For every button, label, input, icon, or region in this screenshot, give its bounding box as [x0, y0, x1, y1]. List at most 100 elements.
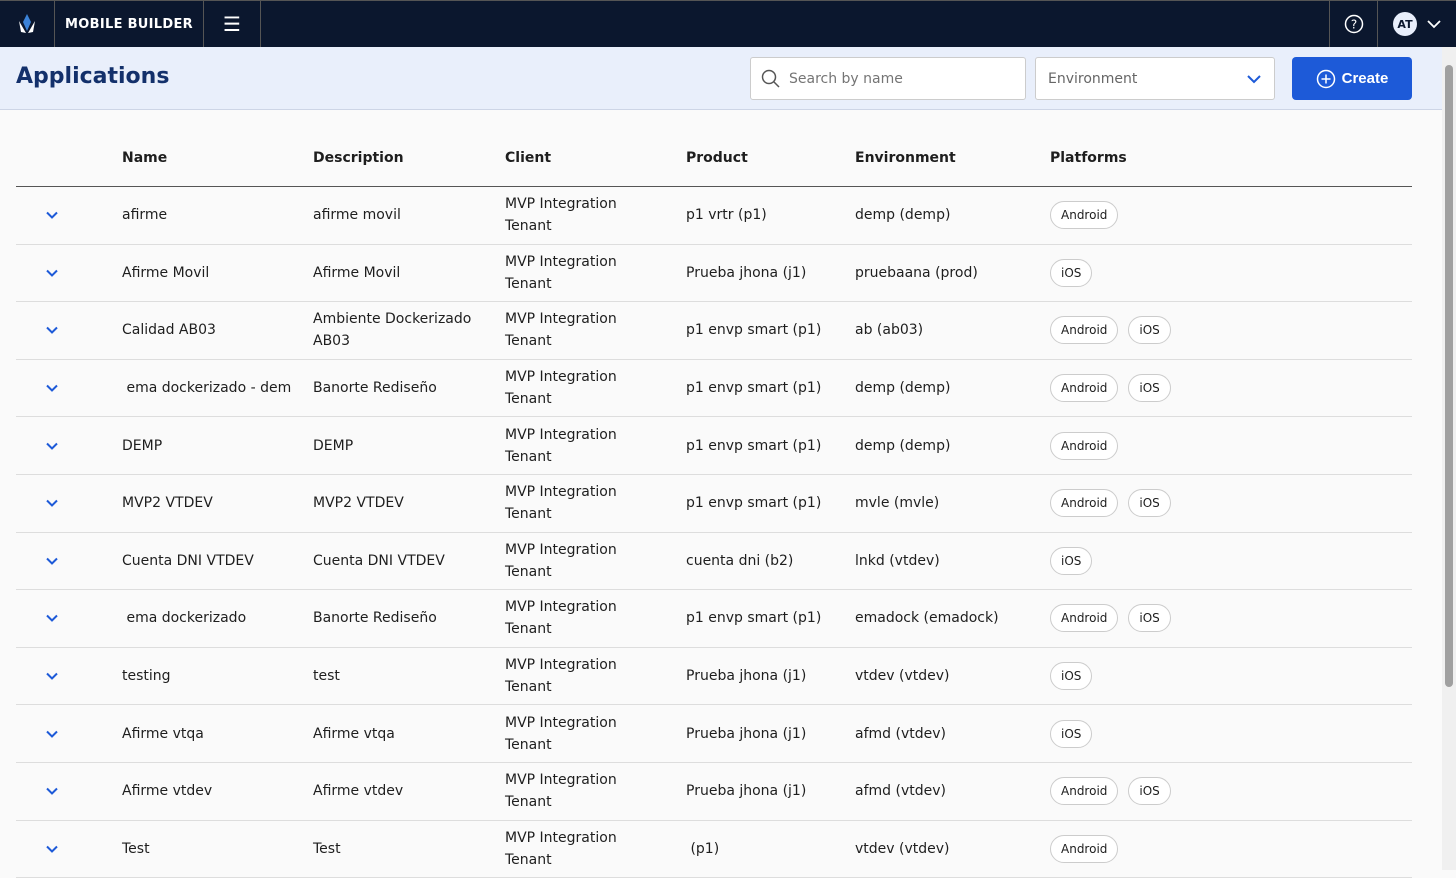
applications-table: Name Description Client Product Environm… — [16, 130, 1412, 878]
expand-chevron-icon[interactable] — [46, 838, 58, 860]
page-header: Applications Environment Create — [0, 47, 1442, 110]
cell-environment: emadock (emadock) — [855, 610, 999, 627]
platform-badge: iOS — [1050, 719, 1093, 748]
cell-name: ema dockerizado — [122, 610, 247, 627]
cell-name: Afirme Movil — [122, 264, 210, 281]
cell-name: Test — [122, 840, 150, 857]
table-row[interactable]: Afirme vtqa Afirme vtqa MVP Integration Te… — [16, 705, 1412, 763]
cell-client: MVP Integration Tenant — [505, 657, 622, 696]
cell-client: MVP Integration Tenant — [505, 599, 622, 638]
table-header: Name Description Client Product Environm… — [16, 130, 1412, 187]
page-title: Applications — [16, 64, 170, 89]
cell-client: MVP Integration Tenant — [505, 541, 622, 580]
cell-environment: afmd (vtdev) — [855, 783, 946, 800]
cell-client: MVP Integration Tenant — [505, 426, 622, 465]
cell-platforms: iOS — [1050, 546, 1093, 575]
platform-badge: Android — [1050, 374, 1119, 403]
platform-badge: iOS — [1128, 316, 1171, 345]
cell-name: ema dockerizado - dem — [122, 380, 292, 397]
cell-environment: ab (ab03) — [855, 322, 924, 339]
platform-badge: iOS — [1128, 777, 1171, 806]
cell-client: MVP Integration Tenant — [505, 311, 622, 350]
cell-platforms: Android — [1050, 201, 1119, 230]
expand-chevron-icon[interactable] — [46, 319, 58, 341]
svg-text:?: ? — [1350, 18, 1356, 32]
table-row[interactable]: Calidad AB03 Ambiente Dockerizado AB03 MVP… — [16, 302, 1412, 360]
cell-platforms: iOS — [1050, 258, 1093, 287]
search-icon — [761, 69, 780, 88]
cell-description: Cuenta DNI VTDEV — [313, 552, 445, 569]
chevron-down-icon — [1247, 74, 1261, 83]
cell-description: Afirme vtdev — [313, 783, 404, 800]
table-row[interactable]: Afirme vtdev Afirme vtdev MVP Integration … — [16, 763, 1412, 821]
expand-chevron-icon[interactable] — [46, 665, 58, 687]
scrollbar-thumb[interactable] — [1445, 65, 1453, 687]
expand-chevron-icon[interactable] — [46, 723, 58, 745]
table-row[interactable]: DEMP DEMP MVP Integration Tenant p1 envp sm… — [16, 417, 1412, 475]
scrollbar[interactable] — [1442, 47, 1456, 870]
cell-description: Test — [313, 840, 341, 857]
cell-description: Banorte Rediseño — [313, 380, 437, 397]
cell-name: testing — [122, 668, 171, 685]
column-header-description[interactable]: Description — [313, 150, 404, 166]
table-body: afirme afirme movil MVP Integration Tenant… — [16, 187, 1412, 878]
column-header-client[interactable]: Client — [505, 150, 552, 166]
table-row[interactable]: Test Test MVP Integration Tenant (p1) vtdev… — [16, 821, 1412, 878]
cell-platforms: iOS — [1050, 719, 1093, 748]
cell-product: Prueba jhona (j1) — [686, 783, 807, 800]
user-menu[interactable]: AT — [1378, 1, 1456, 47]
cell-client: MVP Integration Tenant — [505, 714, 622, 753]
table-row[interactable]: Afirme Movil Afirme Movil MVP Integration … — [16, 245, 1412, 303]
table-row[interactable]: testing test MVP Integration Tenant Prueba … — [16, 648, 1412, 706]
cell-product: p1 envp smart (p1) — [686, 322, 822, 339]
cell-name: Afirme vtdev — [122, 783, 213, 800]
table-row[interactable]: ema dockerizado - dem Banorte Rediseño MVP… — [16, 360, 1412, 418]
cell-environment: mvle (mvle) — [855, 495, 940, 512]
cell-product: p1 envp smart (p1) — [686, 495, 822, 512]
column-header-platforms[interactable]: Platforms — [1050, 150, 1127, 166]
cell-product: Prueba jhona (j1) — [686, 668, 807, 685]
cell-environment: vtdev (vtdev) — [855, 668, 950, 685]
help-icon[interactable]: ? — [1330, 1, 1378, 47]
expand-chevron-icon[interactable] — [46, 780, 58, 802]
expand-chevron-icon[interactable] — [46, 435, 58, 457]
cell-environment: vtdev (vtdev) — [855, 840, 950, 857]
environment-select[interactable]: Environment — [1035, 57, 1275, 100]
hamburger-menu-icon[interactable]: ☰ — [204, 1, 261, 47]
expand-chevron-icon[interactable] — [46, 204, 58, 226]
cell-name: afirme — [122, 207, 168, 224]
cell-description: Afirme vtqa — [313, 725, 395, 742]
create-button[interactable]: Create — [1292, 57, 1412, 100]
cell-name: Calidad AB03 — [122, 322, 216, 339]
cell-name: Afirme vtqa — [122, 725, 204, 742]
column-header-environment[interactable]: Environment — [855, 150, 956, 166]
table-row[interactable]: afirme afirme movil MVP Integration Tenant… — [16, 187, 1412, 245]
cell-product: p1 envp smart (p1) — [686, 380, 822, 397]
expand-chevron-icon[interactable] — [46, 492, 58, 514]
expand-chevron-icon[interactable] — [46, 607, 58, 629]
platform-badge: iOS — [1050, 662, 1093, 691]
cell-client: MVP Integration Tenant — [505, 484, 622, 523]
cell-product: (p1) — [686, 840, 720, 857]
app-brand[interactable]: MOBILE BUILDER — [55, 1, 204, 47]
cell-description: afirme movil — [313, 207, 401, 224]
table-row[interactable]: MVP2 VTDEV MVP2 VTDEV MVP Integration Tena… — [16, 475, 1412, 533]
cell-product: Prueba jhona (j1) — [686, 264, 807, 281]
cell-platforms: iOS — [1050, 662, 1093, 691]
logo-icon[interactable] — [0, 1, 55, 47]
table-row[interactable]: ema dockerizado Banorte Rediseño MVP Integ… — [16, 590, 1412, 648]
cell-product: Prueba jhona (j1) — [686, 725, 807, 742]
search-box[interactable] — [750, 57, 1026, 100]
column-header-product[interactable]: Product — [686, 150, 748, 166]
platform-badge: Android — [1050, 489, 1119, 518]
expand-chevron-icon[interactable] — [46, 262, 58, 284]
table-row[interactable]: Cuenta DNI VTDEV Cuenta DNI VTDEV MVP Inte… — [16, 533, 1412, 591]
cell-description: MVP2 VTDEV — [313, 495, 404, 512]
cell-platforms: Android iOS — [1050, 604, 1171, 633]
column-header-name[interactable]: Name — [122, 150, 168, 166]
search-input[interactable] — [789, 70, 989, 87]
expand-chevron-icon[interactable] — [46, 550, 58, 572]
expand-chevron-icon[interactable] — [46, 377, 58, 399]
cell-name: Cuenta DNI VTDEV — [122, 552, 254, 569]
cell-environment: demp (demp) — [855, 207, 951, 224]
